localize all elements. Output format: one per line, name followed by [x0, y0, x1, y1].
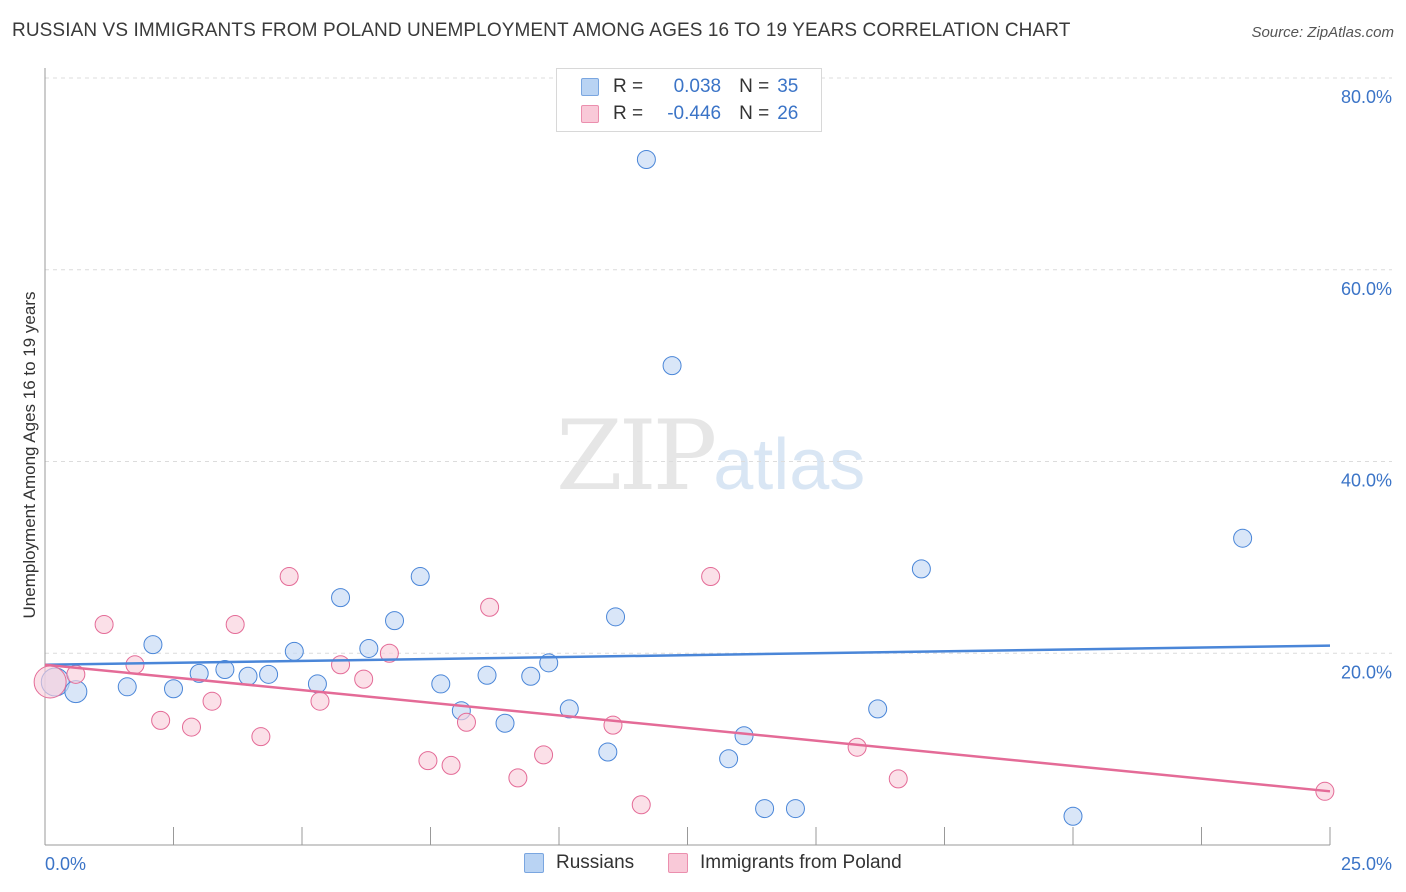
legend-n-value: 26	[777, 103, 799, 124]
point-poland	[94, 614, 114, 634]
legend-label-russians: Russians	[556, 852, 635, 873]
point-russians	[598, 742, 618, 762]
source-credit: Source: ZipAtlas.com	[1251, 24, 1394, 41]
point-russians	[64, 680, 88, 704]
legend-r-value: 0.038	[673, 76, 722, 97]
chart-title: RUSSIAN VS IMMIGRANTS FROM POLAND UNEMPL…	[12, 20, 1071, 41]
point-poland	[33, 665, 67, 699]
point-russians	[143, 635, 163, 655]
legend-row-russians: R = 0.038 N = 35	[581, 75, 798, 99]
legend-n-value: 35	[777, 76, 799, 97]
x-tick-label: 25.0%	[1341, 854, 1392, 874]
point-russians	[410, 567, 430, 587]
legend-r-value: -0.446	[667, 103, 722, 124]
point-russians	[331, 588, 351, 608]
point-poland	[631, 795, 651, 815]
point-poland	[202, 691, 222, 711]
legend-item-russians: Russians	[524, 852, 634, 874]
point-poland	[151, 710, 171, 730]
y-tick-label: 60.0%	[1341, 279, 1392, 299]
point-russians	[238, 666, 258, 686]
point-russians	[1063, 806, 1083, 826]
point-poland	[480, 597, 500, 617]
point-russians	[117, 677, 137, 697]
point-poland	[310, 691, 330, 711]
watermark: ZIPatlas	[556, 400, 865, 512]
point-russians	[495, 713, 515, 733]
y-tick-label: 40.0%	[1341, 471, 1392, 491]
point-poland	[888, 769, 908, 789]
x-tick-label: 0.0%	[45, 854, 86, 874]
point-poland	[225, 614, 245, 634]
point-russians	[431, 674, 451, 694]
point-russians	[259, 664, 279, 684]
point-poland	[441, 755, 461, 775]
point-russians	[662, 356, 682, 376]
legend-label-poland: Immigrants from Poland	[700, 852, 902, 873]
legend-row-poland: R = -0.446 N = 26	[581, 102, 798, 126]
point-russians	[215, 660, 235, 680]
point-poland	[181, 717, 201, 737]
legend-r-label: R =	[613, 76, 644, 97]
legend-swatch-russians	[581, 78, 599, 96]
point-russians	[521, 666, 541, 686]
point-russians	[636, 149, 656, 169]
trendline-russians	[44, 644, 1331, 667]
point-russians	[1233, 528, 1253, 548]
point-poland	[354, 669, 374, 689]
y-tick-label: 20.0%	[1341, 662, 1392, 682]
watermark-atlas: atlas	[713, 425, 866, 505]
point-poland	[418, 751, 438, 771]
trendline-poland	[44, 663, 1331, 793]
point-russians	[385, 611, 405, 631]
point-russians	[164, 679, 183, 699]
point-poland	[456, 712, 476, 732]
point-poland	[279, 567, 299, 587]
point-poland	[331, 655, 351, 675]
point-russians	[868, 699, 888, 719]
y-tick-label: 80.0%	[1341, 87, 1392, 107]
legend-r-label: R =	[613, 103, 644, 124]
point-russians	[606, 607, 626, 627]
point-russians	[359, 638, 379, 658]
point-russians	[755, 799, 775, 819]
watermark-zip: ZIP	[556, 400, 717, 512]
legend-swatch-poland	[581, 105, 599, 123]
legend-item-poland: Immigrants from Poland	[668, 852, 902, 874]
point-russians	[189, 663, 209, 683]
point-russians	[559, 699, 579, 719]
legend-swatch-poland	[668, 853, 688, 873]
point-poland	[251, 727, 271, 747]
point-russians	[477, 665, 497, 685]
correlation-legend: R = 0.038 N = 35 R = -0.446 N = 26	[556, 68, 822, 132]
point-russians	[734, 726, 754, 746]
point-russians	[785, 799, 805, 819]
legend-n-label: N =	[739, 76, 770, 97]
point-russians	[284, 641, 304, 661]
point-poland	[847, 737, 867, 757]
point-poland	[379, 643, 399, 663]
legend-swatch-russians	[524, 853, 544, 873]
point-poland	[534, 745, 554, 765]
point-poland	[508, 768, 528, 788]
point-russians	[719, 749, 739, 769]
legend-n-label: N =	[739, 103, 770, 124]
series-legend: Russians Immigrants from Poland	[0, 852, 1406, 878]
point-poland	[701, 567, 721, 587]
point-russians	[911, 559, 931, 579]
